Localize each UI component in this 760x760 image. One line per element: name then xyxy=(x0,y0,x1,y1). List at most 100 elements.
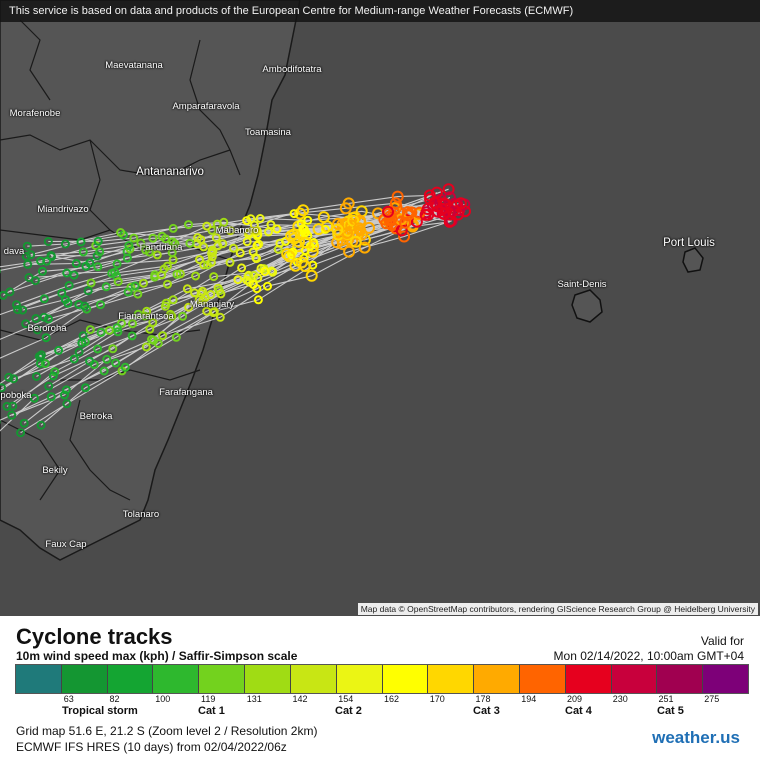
colorbar-tick-label: 119 xyxy=(201,694,216,704)
wind-speed-colorbar xyxy=(15,664,749,694)
cyclone-track-point xyxy=(268,267,278,277)
cyclone-track-point xyxy=(260,266,270,276)
cyclone-track-point xyxy=(193,233,203,243)
cyclone-track-point xyxy=(285,230,298,243)
cyclone-track-point xyxy=(102,354,112,364)
cyclone-track-line xyxy=(9,208,443,293)
cyclone-track-point xyxy=(93,262,103,272)
cyclone-track-point xyxy=(299,260,312,272)
cyclone-track-point xyxy=(321,220,334,233)
cyclone-track-point xyxy=(110,267,120,277)
cyclone-track-point xyxy=(149,335,159,345)
cyclone-track-point xyxy=(62,268,72,278)
map-attribution[interactable]: Map data © OpenStreetMap contributors, r… xyxy=(357,603,758,615)
cyclone-track-point xyxy=(252,284,262,294)
map-view[interactable]: This service is based on data and produc… xyxy=(0,0,760,616)
cyclone-track-point xyxy=(74,300,84,309)
cyclone-track-point xyxy=(182,284,192,294)
cyclone-track-point xyxy=(202,221,212,231)
colorbar-segment xyxy=(107,665,154,693)
cyclone-track-point xyxy=(2,401,12,411)
city-label: Bekily xyxy=(42,465,68,476)
colorbar-segment xyxy=(519,665,566,693)
colorbar-segment xyxy=(153,665,200,693)
cyclone-track-point xyxy=(255,214,265,223)
city-label: Fandriana xyxy=(139,242,183,253)
cyclone-track-point xyxy=(358,241,371,254)
cyclone-track-line xyxy=(40,192,438,426)
cyclone-track-point xyxy=(297,204,310,217)
cyclone-track-point xyxy=(295,256,308,269)
cyclone-track-point xyxy=(127,331,137,341)
cyclone-track-point xyxy=(33,325,42,335)
cyclone-track-point xyxy=(244,230,254,240)
city-label: Amparafaravola xyxy=(172,101,240,112)
cyclone-track-point xyxy=(71,259,81,268)
cyclone-track-point xyxy=(37,266,47,276)
category-label: Cat 5 xyxy=(657,705,684,717)
cyclone-track-point xyxy=(21,251,31,261)
cyclone-track-point xyxy=(178,311,188,321)
category-label: Tropical storm xyxy=(62,705,138,717)
cyclone-track-point xyxy=(81,383,90,393)
cyclone-track-point xyxy=(77,338,87,348)
cyclone-track-point xyxy=(208,308,218,318)
cyclone-track-point xyxy=(120,362,130,372)
cyclone-track-point xyxy=(213,241,223,251)
cyclone-track-point xyxy=(141,342,151,352)
cyclone-track-point xyxy=(0,290,8,300)
cyclone-track-point xyxy=(167,311,177,321)
cyclone-track-point xyxy=(41,333,51,343)
cyclone-track-point xyxy=(95,247,105,257)
cyclone-track-line xyxy=(26,202,428,257)
cyclone-track-point xyxy=(199,260,209,270)
colorbar-tick-label: 131 xyxy=(246,694,262,704)
cyclone-track-point xyxy=(442,183,455,196)
cyclone-track-point xyxy=(438,208,451,220)
cyclone-track-point xyxy=(218,239,228,249)
colorbar-segment xyxy=(382,665,429,693)
cyclone-track-point xyxy=(112,259,122,269)
cyclone-track-point xyxy=(9,374,19,384)
cyclone-track-point xyxy=(167,248,177,258)
cyclone-track-point xyxy=(398,230,411,243)
city-label: Beroroha xyxy=(27,323,67,334)
category-label: Cat 4 xyxy=(565,705,592,717)
cyclone-track-point xyxy=(184,220,193,230)
colorbar-segment xyxy=(428,665,475,693)
cyclone-track-line xyxy=(0,211,450,421)
cyclone-track-point xyxy=(32,372,41,381)
category-label: Cat 2 xyxy=(335,705,362,717)
cyclone-track-point xyxy=(22,241,32,251)
colorbar-segment xyxy=(245,665,291,693)
city-label: Antananarivo xyxy=(136,166,204,178)
cyclone-track-point xyxy=(85,325,95,335)
cyclone-track-point xyxy=(85,356,95,366)
cyclone-track-point xyxy=(171,332,181,342)
cyclone-track-point xyxy=(148,233,158,243)
cyclone-track-line xyxy=(51,221,450,264)
cyclone-track-point xyxy=(8,401,18,411)
weather-us-logo[interactable]: weather.us xyxy=(652,728,740,747)
cyclone-track-point xyxy=(148,318,158,327)
cyclone-track-point xyxy=(40,359,50,368)
cyclone-track-point xyxy=(113,277,123,287)
cyclone-track-point xyxy=(26,250,36,260)
cyclone-track-point xyxy=(99,366,109,376)
colorbar-tick-label: 209 xyxy=(567,694,583,704)
colorbar-tick-label: 100 xyxy=(155,694,171,704)
city-label: Maevatanana xyxy=(105,60,163,71)
city-label: Farafangana xyxy=(159,387,213,398)
cyclone-track-point xyxy=(294,207,307,220)
cyclone-track-point xyxy=(104,325,114,335)
map-canvas xyxy=(0,0,704,561)
cyclone-track-point xyxy=(5,287,15,297)
colorbar-tick-label: 82 xyxy=(109,694,120,704)
cyclone-track-point xyxy=(266,220,276,230)
cyclone-track-point xyxy=(212,219,222,229)
cyclone-track-point xyxy=(78,247,88,257)
cyclone-track-point xyxy=(342,197,355,210)
cyclone-track-point xyxy=(128,319,137,329)
cyclone-track-point xyxy=(64,281,74,290)
cyclone-track-point xyxy=(43,237,53,246)
